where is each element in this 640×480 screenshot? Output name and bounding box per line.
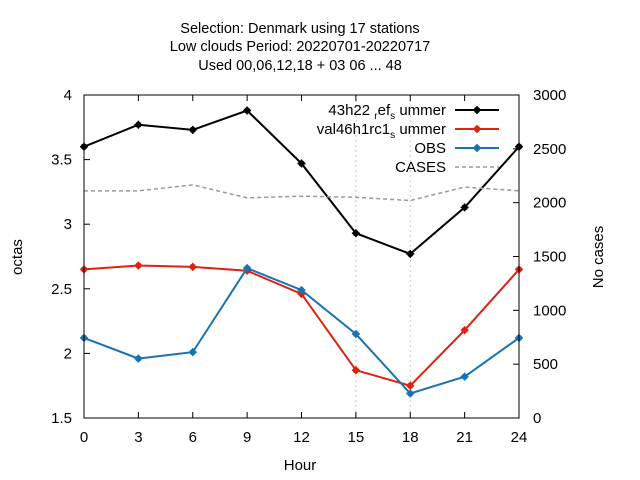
- data-point: [460, 372, 469, 381]
- legend-label-part: CASES: [395, 159, 446, 176]
- legend-label: CASES: [395, 159, 446, 176]
- x-tick-label: 18: [402, 429, 419, 446]
- data-point: [351, 330, 360, 339]
- y-tick-label: 2.5: [51, 281, 72, 298]
- legend-label-part: s: [390, 130, 395, 141]
- x-tick-label: 12: [293, 429, 310, 446]
- title-line-2: Low clouds Period: 20220701-20220717: [170, 39, 430, 55]
- data-point: [351, 366, 360, 375]
- series-line: [83, 264, 520, 387]
- series-val46h1rc1-summer: [80, 261, 523, 390]
- legend-marker: [473, 106, 481, 114]
- legend-item: OBS: [414, 140, 499, 157]
- data-point: [134, 354, 143, 363]
- data-point: [243, 106, 252, 115]
- x-axis-label: Hour: [284, 457, 317, 474]
- x-tick-label: 3: [134, 429, 142, 446]
- legend-label: val46h1rc1s ummer: [317, 121, 446, 141]
- series-line: [84, 184, 520, 202]
- grid-lines: [355, 95, 411, 418]
- data-point: [297, 159, 306, 168]
- series-layer: [80, 106, 523, 398]
- data-point: [188, 262, 197, 271]
- chart-title: Selection: Denmark using 17 stations Low…: [170, 21, 430, 74]
- y2-tick-label: 2000: [533, 195, 566, 212]
- series-43h22-ref-summer: [80, 106, 523, 258]
- data-point: [134, 261, 143, 270]
- series-obs: [80, 264, 523, 398]
- title-line-1: Selection: Denmark using 17 stations: [180, 21, 419, 37]
- data-point: [188, 348, 197, 357]
- data-point: [460, 326, 469, 335]
- legend-label-part: s: [390, 111, 395, 122]
- legend-item: 43h22 refs ummer: [328, 102, 499, 122]
- axis-ticks: 0 3 6 9 12 15 18 21 24 1.5 2 2.5 3 3.5 4 0 500 1000 1500 20…: [51, 87, 566, 446]
- y-tick-label: 3.5: [51, 152, 72, 169]
- legend-label-part: ummer: [395, 121, 446, 138]
- y-axis-label: octas: [9, 239, 26, 275]
- title-line-3: Used 00,06,12,18 + 03 06 ... 48: [198, 58, 402, 74]
- plot-frame: [83, 94, 520, 419]
- x-tick-label: 15: [348, 429, 365, 446]
- legend-label-part: r: [374, 111, 378, 122]
- series-cases: [84, 184, 520, 202]
- y-tick-label: 1.5: [51, 410, 72, 427]
- y2-axis-label: No cases: [590, 226, 607, 289]
- legend-item: CASES: [395, 159, 499, 176]
- y-tick-label: 2: [64, 345, 72, 362]
- legend-label: 43h22 refs ummer: [328, 102, 446, 122]
- legend-label-part: ummer: [395, 102, 446, 119]
- y2-tick-label: 3000: [533, 87, 566, 104]
- legend-label: OBS: [414, 140, 446, 157]
- data-point: [406, 389, 415, 398]
- data-point: [297, 286, 306, 295]
- y-tick-label: 4: [64, 87, 72, 104]
- data-point: [351, 229, 360, 238]
- y2-tick-label: 500: [533, 356, 558, 373]
- legend-marker: [473, 125, 481, 133]
- series-line: [83, 109, 520, 256]
- y2-tick-label: 1000: [533, 302, 566, 319]
- x-tick-label: 24: [511, 429, 528, 446]
- data-point: [243, 264, 252, 273]
- x-tick-label: 21: [456, 429, 473, 446]
- data-point: [460, 203, 469, 212]
- legend-item: val46h1rc1s ummer: [317, 121, 499, 141]
- legend-marker: [473, 144, 481, 152]
- x-tick-label: 6: [189, 429, 197, 446]
- y2-tick-label: 2500: [533, 141, 566, 158]
- y-tick-label: 3: [64, 216, 72, 233]
- data-point: [406, 249, 415, 258]
- legend-label-part: 43h22: [328, 102, 374, 119]
- legend-label-part: val46h1rc1: [317, 121, 390, 138]
- x-tick-label: 9: [243, 429, 251, 446]
- y2-tick-label: 1500: [533, 249, 566, 266]
- data-point: [406, 381, 415, 390]
- data-point: [134, 120, 143, 129]
- y2-tick-label: 0: [533, 410, 541, 427]
- data-point: [188, 125, 197, 134]
- x-tick-label: 0: [80, 429, 88, 446]
- legend-label-part: ef: [378, 102, 391, 119]
- legend-label-part: OBS: [414, 140, 446, 157]
